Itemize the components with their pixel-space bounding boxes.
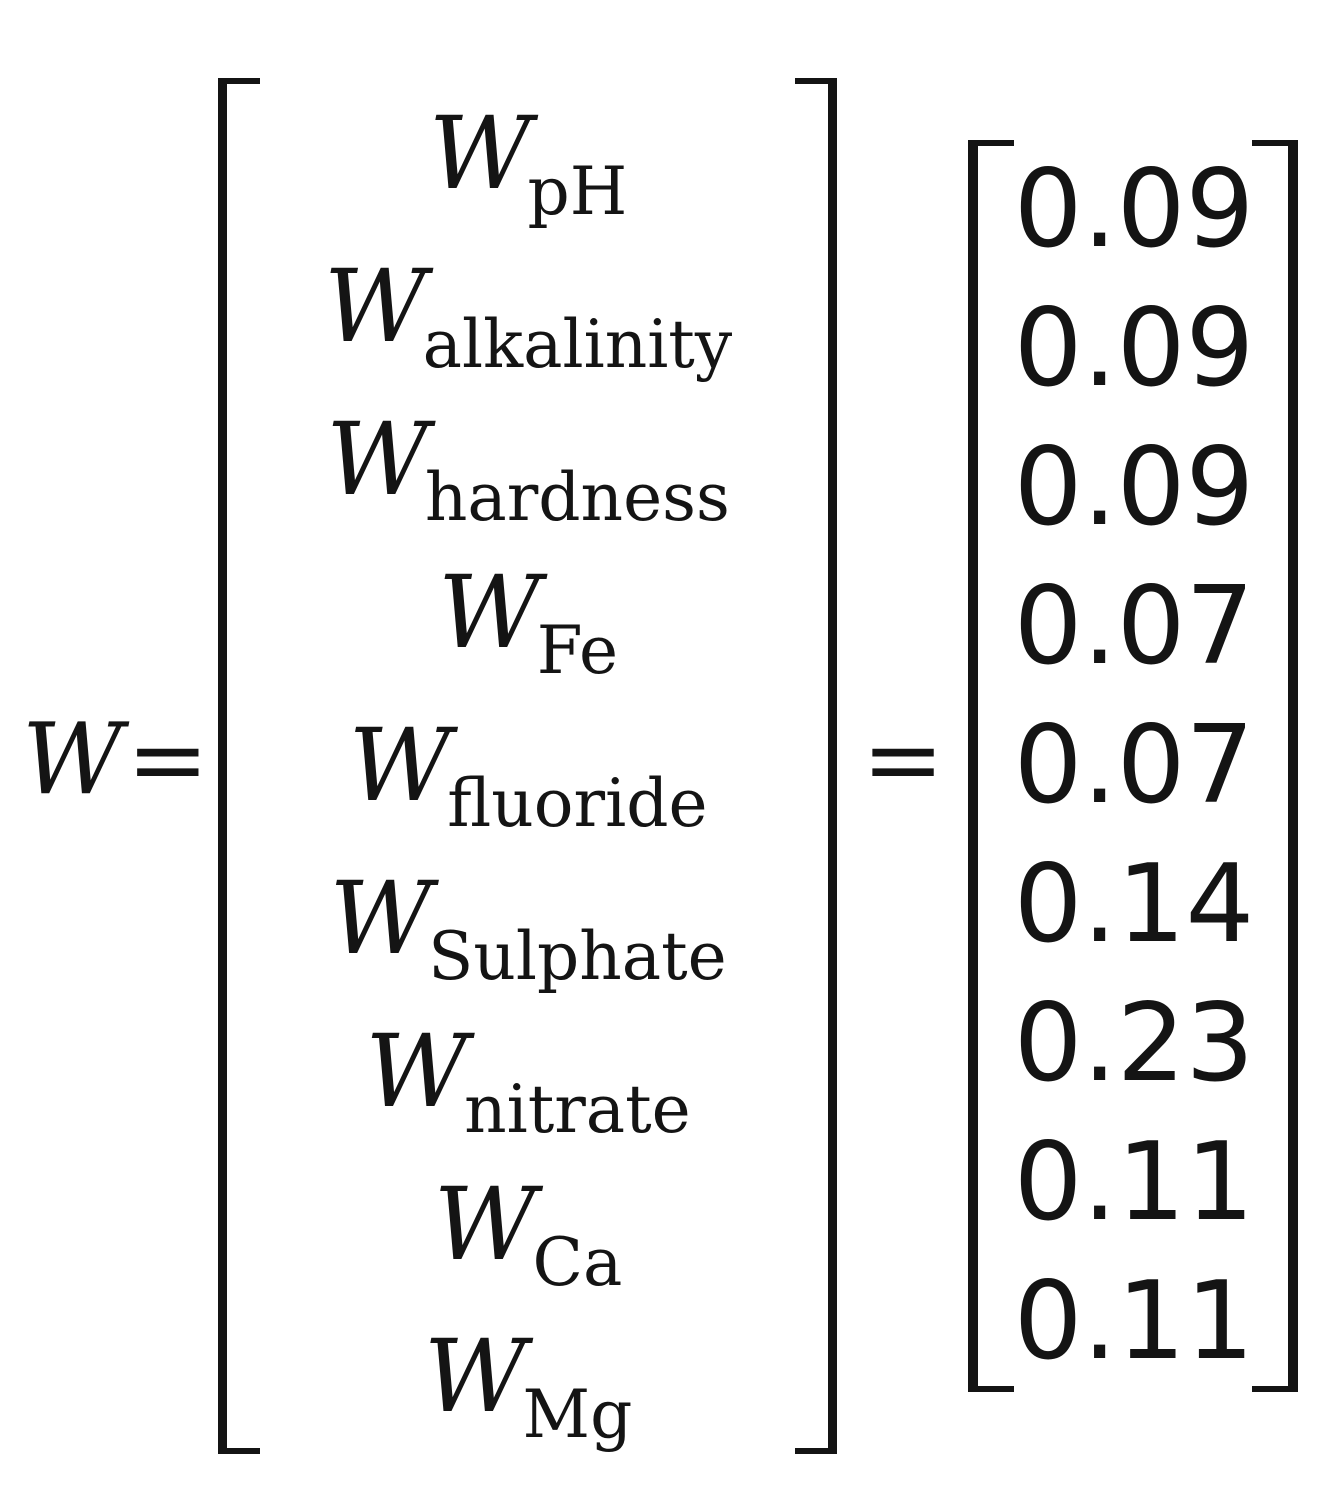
weight-symbol: W <box>365 1012 469 1130</box>
weight-value-sulphate: 0.14 <box>1013 842 1255 968</box>
weight-symbol: W <box>423 1318 527 1436</box>
weight-value-fe: 0.07 <box>1013 563 1255 689</box>
values-right-bracket <box>1252 140 1298 1392</box>
lhs-symbol: W <box>22 703 123 817</box>
weight-subscript: Sulphate <box>428 917 727 995</box>
weight-value-mg: 0.11 <box>1013 1259 1255 1385</box>
weight-subscript: nitrate <box>464 1070 691 1148</box>
weight-subscript: fluoride <box>447 764 708 842</box>
weight-entry-sulphate: WSulphate <box>329 868 726 989</box>
weight-entry-hardness: Whardness <box>326 410 730 531</box>
weight-symbol: W <box>428 95 532 213</box>
weight-entry-ph: WpH <box>429 104 628 225</box>
weight-symbol: W <box>348 706 452 824</box>
weight-entry-alkalinity: Walkalinity <box>324 257 732 378</box>
weights-right-bracket <box>795 78 837 1454</box>
weight-value-ca: 0.11 <box>1013 1120 1255 1246</box>
weight-entry-mg: WMg <box>424 1327 633 1448</box>
values-left-bracket <box>968 140 1014 1392</box>
weight-subscript: alkalinity <box>422 306 733 384</box>
weights-left-bracket <box>218 78 260 1454</box>
weight-symbol-column: WpH Walkalinity Whardness WFe Wfluoride … <box>262 78 794 1454</box>
weight-symbol: W <box>433 1165 537 1283</box>
weight-value-column: 0.09 0.09 0.09 0.07 0.07 0.14 0.23 0.11 … <box>1014 140 1254 1392</box>
middle-equals-sign: = <box>862 703 945 817</box>
weight-symbol: W <box>326 401 429 519</box>
weight-entry-ca: WCa <box>434 1174 623 1295</box>
lhs-equals-sign: = <box>126 703 209 817</box>
weight-subscript: hardness <box>424 459 730 537</box>
weight-symbol: W <box>329 859 433 977</box>
weight-symbol: W <box>323 248 427 366</box>
weight-subscript: Fe <box>536 612 619 690</box>
weight-entry-nitrate: Wnitrate <box>365 1021 690 1142</box>
weight-entry-fe: WFe <box>438 563 618 684</box>
weight-value-ph: 0.09 <box>1013 146 1255 272</box>
lhs-expression: W = <box>22 705 209 815</box>
weight-subscript: Ca <box>532 1223 623 1301</box>
weight-subscript: Mg <box>522 1376 633 1454</box>
weight-entry-fluoride: Wfluoride <box>348 715 707 836</box>
weight-subscript: pH <box>527 153 628 231</box>
weight-symbol: W <box>437 554 541 672</box>
weight-value-hardness: 0.09 <box>1013 424 1255 550</box>
weight-value-nitrate: 0.23 <box>1013 981 1255 1107</box>
weight-value-alkalinity: 0.09 <box>1013 285 1255 411</box>
weight-value-fluoride: 0.07 <box>1013 702 1255 828</box>
